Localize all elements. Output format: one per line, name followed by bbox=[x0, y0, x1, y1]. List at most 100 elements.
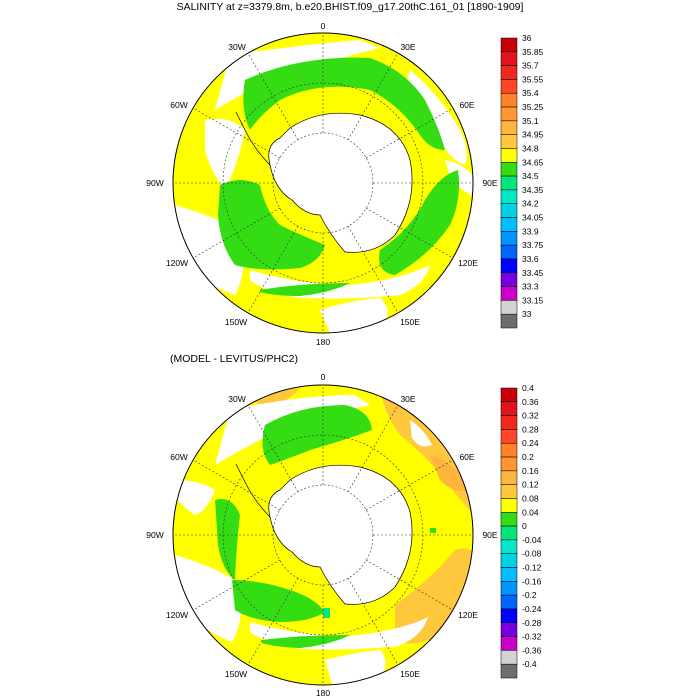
lon-label: 30W bbox=[228, 42, 245, 52]
colorbar-label: 0.04 bbox=[522, 507, 539, 517]
no-data-region bbox=[320, 298, 388, 333]
lon-label: 30W bbox=[228, 394, 245, 404]
colorbar-swatch bbox=[500, 512, 518, 527]
map-field bbox=[173, 385, 473, 685]
lon-label: 60W bbox=[170, 452, 187, 462]
colorbar-swatch bbox=[500, 189, 518, 204]
longitude-labels: 0 30E 60E 90E 120E 150E 180 150W 120W 90… bbox=[146, 21, 498, 347]
lon-label: 60W bbox=[170, 100, 187, 110]
colorbar-swatch bbox=[500, 429, 518, 444]
salinity-polar-map: 0 30E 60E 90E 120E 150E 180 150W 120W 90… bbox=[146, 21, 544, 347]
difference-band-0-16 bbox=[250, 388, 300, 408]
colorbar-label: 0.08 bbox=[522, 493, 539, 503]
colorbar-label: 0.36 bbox=[522, 397, 539, 407]
colorbar-swatch bbox=[500, 175, 518, 191]
colorbar-label: 35.1 bbox=[522, 116, 539, 126]
lon-label: 150W bbox=[225, 669, 247, 679]
colorbar-label: -0.2 bbox=[522, 590, 537, 600]
lon-label: 90W bbox=[146, 530, 163, 540]
lon-label: 120W bbox=[166, 258, 188, 268]
no-data-region bbox=[175, 480, 215, 515]
lon-label: 60E bbox=[459, 100, 474, 110]
no-data-region bbox=[175, 555, 241, 642]
map-title: SALINITY at z=3379.8m, b.e20.BHIST.f09_g… bbox=[176, 1, 524, 13]
lon-label: 120E bbox=[458, 258, 478, 268]
difference-colorbar: 0.4 0.36 0.32 0.28 0.24 0.2 0.16 0.12 0.08 0.04 0 -… bbox=[500, 383, 542, 679]
colorbar-label: 33.9 bbox=[522, 226, 539, 236]
colorbar-swatch bbox=[500, 608, 518, 624]
colorbar-swatch bbox=[500, 313, 518, 329]
colorbar-swatch bbox=[500, 401, 518, 416]
difference-polar-map: 0 30E 60E 90E 120E 150E 180 150W 120W 90… bbox=[146, 372, 542, 698]
colorbar-swatch bbox=[500, 484, 518, 499]
map-title: (MODEL - LEVITUS/PHC2) bbox=[170, 353, 298, 365]
colorbar-label: 0.28 bbox=[522, 424, 539, 434]
lon-label: 30E bbox=[400, 394, 415, 404]
salinity-band-34-8 bbox=[243, 57, 445, 150]
lon-label: 180 bbox=[316, 337, 330, 347]
lon-label: 90E bbox=[482, 530, 497, 540]
colorbar-swatch bbox=[500, 272, 518, 287]
colorbar-swatch bbox=[500, 148, 518, 163]
meridian-lines bbox=[173, 33, 473, 333]
colorbar-swatch bbox=[500, 387, 518, 403]
colorbar-swatch bbox=[500, 663, 518, 679]
colorbar-label: 0.32 bbox=[522, 411, 539, 421]
colorbar-swatch bbox=[500, 92, 518, 108]
lon-label: 0 bbox=[321, 372, 326, 382]
colorbar-label: 34.95 bbox=[522, 130, 544, 140]
colorbar-label: -0.08 bbox=[522, 549, 542, 559]
colorbar-label: 34.65 bbox=[522, 157, 544, 167]
colorbar-swatch bbox=[500, 217, 518, 232]
colorbar-label: 0.4 bbox=[522, 383, 534, 393]
salinity-band-34-8 bbox=[379, 170, 459, 275]
colorbar-swatch bbox=[500, 498, 518, 513]
difference-band-0-08 bbox=[215, 499, 240, 580]
difference-band-0-08 bbox=[232, 580, 325, 622]
colorbar-label: 36 bbox=[522, 33, 532, 43]
salinity-colorbar: 36 35.85 35.7 35.55 35.4 35.25 35.1 34.95 34.8 34… bbox=[500, 33, 544, 329]
lon-label: 30E bbox=[400, 42, 415, 52]
colorbar-swatch bbox=[500, 650, 518, 665]
lon-label: 90E bbox=[482, 178, 497, 188]
difference-band-0-08 bbox=[262, 635, 350, 648]
colorbar-swatch bbox=[500, 286, 518, 301]
colorbar-label: 33.15 bbox=[522, 295, 544, 305]
colorbar-swatch bbox=[500, 300, 518, 315]
difference-band-0-2 bbox=[430, 455, 470, 492]
colorbar-label: 0.16 bbox=[522, 466, 539, 476]
lon-label: 150E bbox=[400, 669, 420, 679]
colorbar-label: -0.4 bbox=[522, 659, 537, 669]
difference-map-panel: (MODEL - LEVITUS/PHC2) bbox=[0, 350, 700, 700]
colorbar-label: 34.05 bbox=[522, 213, 544, 223]
colorbar-swatch bbox=[500, 258, 518, 274]
colorbar-label: 35.7 bbox=[522, 61, 539, 71]
no-data-region bbox=[325, 650, 386, 684]
colorbar-label: 35.25 bbox=[522, 102, 544, 112]
colorbar-label: -0.32 bbox=[522, 632, 542, 642]
lon-label: 120E bbox=[458, 610, 478, 620]
colorbar-label: 33.3 bbox=[522, 282, 539, 292]
colorbar-swatch bbox=[500, 442, 518, 458]
map-field bbox=[173, 33, 473, 333]
colorbar-swatch bbox=[500, 231, 518, 246]
difference-band-0-08 bbox=[430, 528, 436, 533]
colorbar-swatch bbox=[500, 594, 518, 610]
lon-label: 150W bbox=[225, 317, 247, 327]
colorbar-label: 33 bbox=[522, 309, 532, 319]
colorbar-swatch bbox=[500, 134, 518, 149]
colorbar-label: 34.2 bbox=[522, 199, 539, 209]
difference-band-0-16 bbox=[395, 548, 473, 644]
colorbar-label: 33.75 bbox=[522, 240, 544, 250]
colorbar-label: 34.35 bbox=[522, 185, 544, 195]
colorbar-swatch bbox=[500, 106, 518, 122]
antarctica-landmass bbox=[268, 464, 413, 605]
colorbar-swatch bbox=[500, 525, 518, 541]
colorbar-swatch bbox=[500, 567, 518, 582]
longitude-labels: 0 30E 60E 90E 120E 150E 180 150W 120W 90… bbox=[146, 372, 498, 698]
lon-label: 150E bbox=[400, 317, 420, 327]
no-data-region bbox=[205, 118, 245, 190]
salinity-map-panel: SALINITY at z=3379.8m, b.e20.BHIST.f09_g… bbox=[146, 1, 544, 347]
colorbar-label: 35.85 bbox=[522, 47, 544, 57]
colorbar-label: -0.36 bbox=[522, 645, 542, 655]
